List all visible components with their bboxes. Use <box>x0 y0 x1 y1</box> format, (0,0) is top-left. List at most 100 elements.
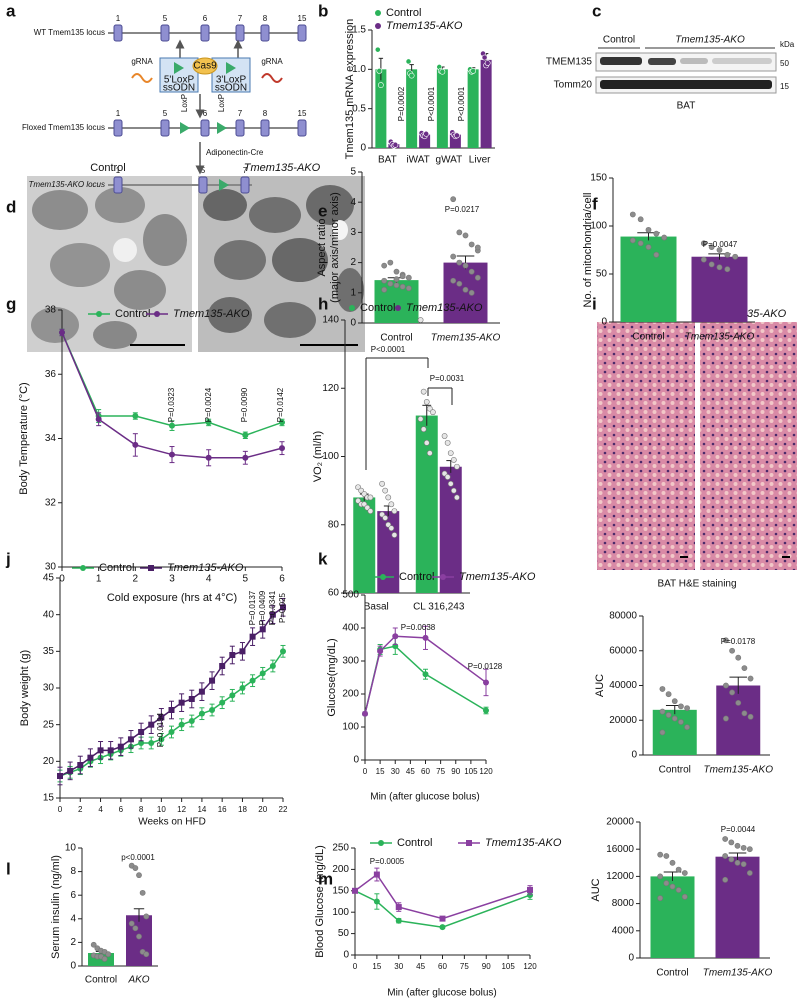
unit-label: kDa <box>780 40 795 49</box>
x-tick-label: 60 <box>421 767 430 776</box>
data-point <box>671 715 678 722</box>
marker <box>219 699 226 706</box>
y-tick-label: 100 <box>322 451 339 462</box>
data-point <box>417 317 424 323</box>
exon-number: 6 <box>203 14 208 23</box>
data-point <box>722 836 729 842</box>
marker <box>483 707 489 714</box>
em-image <box>198 176 365 352</box>
annotation: P=0.0142 <box>276 387 285 422</box>
x-tick-label: 10 <box>157 805 166 814</box>
grna-label: gRNA <box>131 57 153 66</box>
exon-number: 5 <box>163 109 168 118</box>
y-axis-label: Serum insulin (ng/ml) <box>50 855 62 959</box>
x-tick-label: 0 <box>363 767 368 776</box>
data-point <box>456 259 463 266</box>
data-point <box>722 876 729 883</box>
data-point <box>741 710 748 717</box>
data-point <box>657 851 664 858</box>
y-tick-label: 1.0 <box>352 64 366 75</box>
data-point <box>132 865 139 871</box>
marker <box>95 416 102 423</box>
loxp-site <box>217 122 227 134</box>
data-point <box>388 501 395 508</box>
data-point <box>678 703 684 710</box>
data-point <box>454 463 460 470</box>
panel-letter: f <box>592 194 598 213</box>
x-tick-label: BAT <box>378 155 397 166</box>
data-point <box>663 853 670 859</box>
marker <box>67 767 74 774</box>
data-point <box>669 883 676 890</box>
x-tick-label: Control <box>85 975 117 986</box>
x-tick-label: CL 316,243 <box>413 602 465 613</box>
data-point <box>382 487 389 494</box>
marker <box>392 633 399 640</box>
annotation: P=0.0090 <box>240 387 249 422</box>
data-point <box>637 240 644 247</box>
series-line <box>354 890 531 928</box>
panel-letter: b <box>318 1 328 20</box>
data-point <box>420 388 427 395</box>
annotation: P=0.0031 <box>430 374 465 383</box>
marker-label: 50 <box>780 59 789 68</box>
marker <box>169 451 175 458</box>
data-point <box>450 487 457 494</box>
bar <box>449 134 461 148</box>
marker <box>527 886 533 893</box>
annotation: P=0.0002 <box>397 86 406 121</box>
data-point <box>391 532 398 538</box>
y-tick-label: 0 <box>70 961 76 972</box>
bar <box>353 497 376 593</box>
x-tick-label: 120 <box>523 962 537 971</box>
y-tick-label: 300 <box>342 656 359 667</box>
em-image <box>27 176 192 352</box>
data-point <box>468 268 475 275</box>
marker <box>138 740 145 746</box>
loxp-site <box>226 62 236 74</box>
marker <box>97 747 104 754</box>
data-point <box>132 925 139 932</box>
y-tick-label: 20000 <box>609 715 637 726</box>
data-point <box>367 494 374 501</box>
y-axis-label: No. of mitochondria/cell <box>582 193 594 308</box>
exon-number: 15 <box>298 14 307 23</box>
data-point <box>629 237 636 244</box>
data-point <box>732 253 739 260</box>
data-point <box>447 480 454 487</box>
annotation: P=0.0044 <box>721 825 756 834</box>
y-tick-label: 0 <box>360 143 366 154</box>
data-point <box>474 274 481 281</box>
data-point <box>376 68 383 74</box>
marker <box>127 736 134 743</box>
y-tick-label: 150 <box>332 885 349 896</box>
data-point <box>405 274 412 281</box>
data-point <box>430 409 436 416</box>
x-tick-label: 20 <box>258 805 267 814</box>
x-tick-label: 12 <box>177 805 186 814</box>
data-point <box>645 244 652 251</box>
marker <box>178 721 185 728</box>
data-point <box>669 859 676 866</box>
y-tick-label: 1 <box>350 287 356 298</box>
exon <box>200 119 210 137</box>
marker <box>362 710 368 717</box>
marker <box>527 892 533 899</box>
marker <box>373 898 380 905</box>
exon <box>113 119 123 137</box>
data-point <box>728 839 735 846</box>
legend-marker <box>378 840 384 846</box>
data-point <box>426 450 433 456</box>
bar <box>716 685 761 755</box>
exon <box>198 176 208 194</box>
exon <box>160 119 170 137</box>
data-point <box>399 273 406 280</box>
exon-number: 5 <box>201 166 206 175</box>
group-label: Tmem135-AKO <box>675 35 745 46</box>
legend-marker <box>80 565 86 571</box>
series-line <box>364 645 487 714</box>
data-point <box>408 72 415 79</box>
annotation: P=0.0194 <box>156 712 165 747</box>
y-tick-label: 500 <box>342 590 359 601</box>
legend-marker <box>466 840 472 846</box>
